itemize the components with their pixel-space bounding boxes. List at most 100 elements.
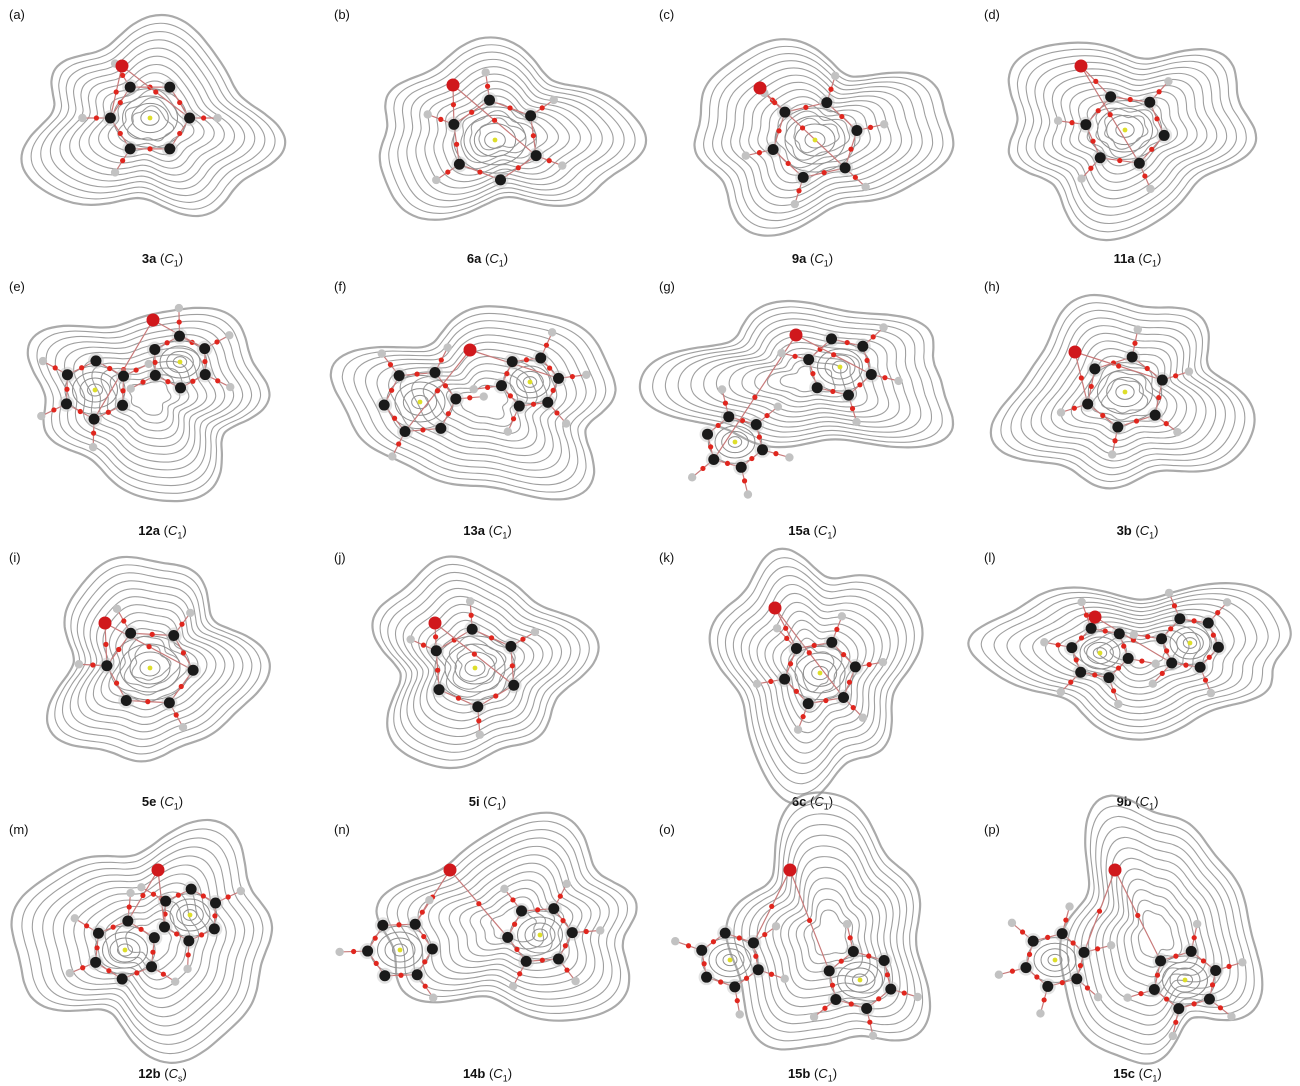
bond-critical-point-icon — [773, 450, 779, 456]
contour-line — [129, 651, 171, 685]
hydrogen-atom-icon — [852, 417, 861, 426]
panel-12a: (e) 12a (C1) — [0, 272, 325, 543]
bond-critical-point-icon — [1083, 612, 1090, 618]
contour-line — [62, 863, 227, 1017]
contour-line — [824, 354, 856, 379]
panel-letter: (b) — [334, 7, 350, 22]
hydrogen-atom-icon — [1056, 687, 1066, 697]
contour-line — [787, 876, 871, 981]
molecular-graph-3b — [989, 293, 1256, 490]
contour-line — [1102, 857, 1215, 1006]
carbon-atom-icon — [378, 399, 390, 411]
carbon-atom-icon — [1158, 129, 1170, 141]
bond-critical-point-icon — [94, 944, 100, 950]
molecular-graph-12b — [10, 818, 274, 1064]
hydrogen-atom-icon — [70, 913, 79, 923]
oxygen-atom-icon — [443, 863, 457, 876]
bond-critical-point-icon — [810, 370, 816, 376]
contour-line — [794, 652, 846, 694]
contour-line — [829, 955, 891, 1004]
carbon-atom-icon — [553, 372, 565, 384]
bond-critical-point-icon — [550, 387, 556, 393]
bond-critical-point-icon — [445, 410, 451, 416]
contour-line — [712, 53, 934, 222]
hydrogen-atom-icon — [1192, 919, 1202, 928]
contour-line — [727, 435, 743, 448]
contour-line — [460, 102, 549, 164]
contour-line — [159, 345, 201, 378]
contour-line — [1177, 973, 1193, 986]
contour-line — [703, 329, 900, 423]
contour-line — [817, 348, 863, 385]
oxygen-atom-icon — [446, 78, 460, 92]
bond-paths — [1060, 328, 1190, 455]
carbon-atom-icon — [535, 351, 547, 363]
bond-critical-point-icon — [792, 353, 798, 359]
contour-line — [61, 572, 253, 748]
carbon-atom-icon — [849, 661, 861, 673]
carbon-atom-icon — [199, 342, 211, 354]
bond-critical-point-icon — [1019, 928, 1026, 935]
carbon-atom-icon — [118, 370, 130, 382]
bond-critical-point-icon — [134, 969, 140, 975]
carbon-atom-icon — [719, 927, 731, 939]
hydrogen-atom-icon — [65, 968, 75, 977]
panel-12b: (m) 12b (Cs) — [0, 815, 325, 1086]
molecular-graph-14b — [335, 811, 638, 1022]
bond-critical-point-icon — [535, 906, 541, 912]
bond-critical-point-icon — [149, 631, 155, 637]
bond-critical-point-icon — [546, 158, 552, 164]
bond-critical-point-icon — [1132, 340, 1138, 346]
carbon-atom-icon — [88, 413, 100, 425]
contour-line — [128, 380, 172, 416]
bond-critical-point-icon — [79, 364, 85, 370]
bond-critical-point-icon — [1173, 1019, 1179, 1025]
hydrogen-atom-icon — [443, 342, 452, 352]
ring-critical-point-icon — [187, 912, 193, 917]
bond-critical-point-icon — [510, 415, 517, 421]
hydrogen-atom-icon — [425, 895, 434, 904]
contour-line — [764, 610, 867, 734]
carbon-atom-icon — [116, 973, 128, 985]
bond-critical-point-icon — [200, 892, 206, 899]
contour-line — [464, 659, 486, 677]
density-contours — [1026, 793, 1264, 1065]
compound-label: 3a — [141, 251, 157, 267]
compound-label: 12a — [138, 522, 160, 538]
bond-critical-point-icon — [120, 158, 126, 164]
contour-line — [169, 898, 211, 931]
hydrogen-atom-icon — [428, 992, 438, 1002]
contour-line — [417, 845, 601, 993]
hydrogen-atom-icon — [1184, 366, 1194, 376]
bond-critical-point-icon — [829, 982, 836, 988]
contour-line — [117, 943, 133, 956]
bond-critical-point-icon — [1164, 648, 1170, 654]
hydrogen-atom-icon — [773, 401, 783, 411]
panel-caption: 15c (C1) — [1113, 1065, 1162, 1084]
bond-critical-point-icon — [212, 912, 218, 919]
contour-line — [387, 571, 581, 753]
carbon-atom-icon — [842, 389, 854, 401]
contour-line — [1176, 631, 1204, 655]
contour-line — [1154, 955, 1216, 1004]
panel-caption: 5i (C1) — [468, 794, 507, 812]
density-contours — [26, 306, 271, 502]
contour-line — [993, 593, 1269, 728]
panel-caption: 12a (C1) — [138, 522, 187, 541]
contour-line — [967, 582, 1292, 741]
density-contours — [708, 547, 924, 806]
point-group-label: C — [818, 1065, 828, 1081]
bond-critical-point-icon — [493, 693, 499, 699]
hydrogen-atom-icon — [112, 604, 122, 613]
contour-line — [522, 375, 538, 388]
hydrogen-atom-icon — [780, 974, 789, 983]
contour-line — [809, 342, 871, 391]
hydrogen-atom-icon — [842, 919, 852, 928]
contour-line — [399, 348, 558, 456]
carbon-atom-icon — [393, 369, 405, 381]
contour-line — [690, 323, 911, 428]
panel-caption: 3a (C1) — [141, 251, 184, 269]
contour-line — [1087, 836, 1231, 1026]
bond-critical-point-icon — [153, 89, 159, 95]
hydrogen-atom-icon — [186, 608, 195, 618]
